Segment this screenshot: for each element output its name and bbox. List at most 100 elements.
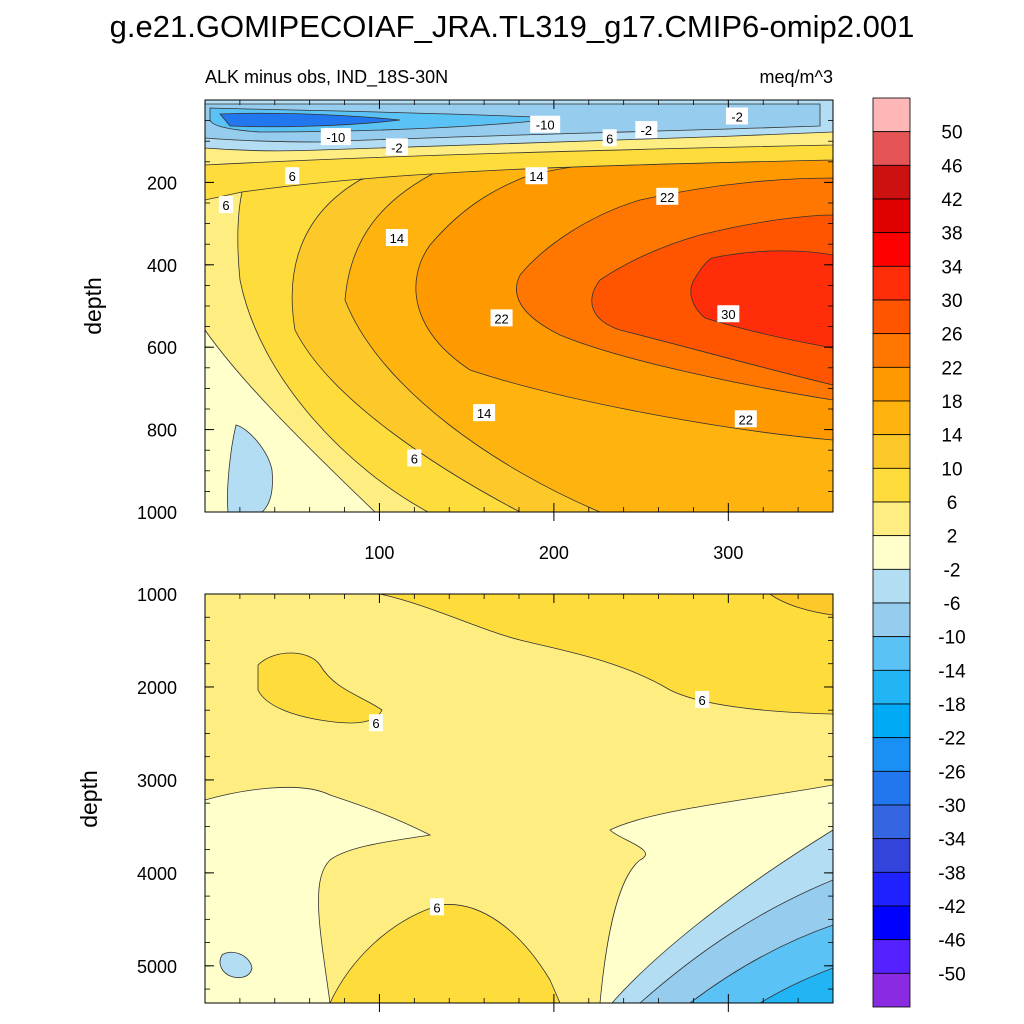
- field-bot-small-blob: [219, 951, 253, 979]
- contour-label-box: [734, 410, 757, 428]
- contour-label-text: 14: [390, 231, 404, 246]
- contour-label: 6: [218, 196, 233, 214]
- contour-label-text: 14: [477, 406, 491, 421]
- contour-label-box: [635, 121, 658, 139]
- colorbar-label: -18: [938, 695, 965, 716]
- field-bot-left-lowband: [205, 787, 432, 1003]
- contour-label-box: [490, 309, 513, 327]
- contour-label-box: [602, 129, 617, 147]
- contour-label-text: 6: [433, 900, 440, 915]
- contour-label-text: 6: [289, 169, 296, 184]
- field-bot-left-blob: [257, 652, 383, 724]
- colorbar-swatch: [872, 333, 911, 368]
- top-y-axis-label: depth: [80, 277, 106, 335]
- colorbar-swatch: [872, 804, 911, 840]
- colorbar-label: 22: [941, 358, 962, 379]
- colorbar-label: 10: [941, 459, 962, 480]
- colorbar-label: -26: [938, 762, 965, 783]
- top-panel-axes: 200 400 600 800 1000 100 200 300: [137, 99, 833, 563]
- field-top-neg-blob: [227, 424, 273, 512]
- contour-label-box: [717, 305, 740, 323]
- colorbar-label: 50: [941, 123, 962, 144]
- chart-subtitle-left: ALK minus obs, IND_18S-30N: [205, 67, 448, 88]
- colorbar-swatch: [872, 669, 911, 705]
- colorbar-swatch: [872, 265, 911, 301]
- bottom-panel-contour-field: [205, 594, 833, 1003]
- colorbar-label: 2: [947, 527, 958, 548]
- contour-label-box: [430, 898, 445, 916]
- colorbar-swatch: [872, 164, 911, 200]
- contour-label-text: 6: [411, 451, 418, 466]
- contour-label: 14: [473, 404, 496, 422]
- bottom-y-axis-label: depth: [76, 770, 102, 828]
- field-bot-upper-right: [379, 594, 833, 715]
- colorbar-label: -6: [944, 594, 961, 615]
- top-y-tick-label: 600: [147, 338, 177, 358]
- chart-title: g.e21.GOMIPECOIAF_JRA.TL319_g17.CMIP6-om…: [110, 9, 915, 44]
- colorbar-label: 34: [941, 257, 963, 278]
- colorbar-label: -46: [938, 931, 965, 952]
- contour-label-box: [473, 404, 496, 422]
- colorbar-label: -34: [938, 830, 966, 851]
- colorbar-label: 18: [941, 392, 962, 413]
- contour-label: 14: [525, 167, 548, 185]
- contour-label-box: [695, 690, 710, 708]
- colorbar-swatch: [872, 972, 911, 1008]
- contour-labels: -10 -2 -10 6 -2 -2 6 6 14 14 22 22 30 14 22 6 6 6 6: [218, 107, 757, 916]
- x-tick-label: 200: [539, 543, 569, 563]
- contour-label-box: [385, 229, 408, 247]
- contour-label: 22: [656, 187, 679, 205]
- contour-label-text: -10: [326, 130, 345, 145]
- colorbar-swatch: [872, 703, 911, 739]
- field-top-30plus: [690, 250, 833, 349]
- colorbar-label: 14: [941, 426, 963, 447]
- colorbar-label: -50: [938, 964, 965, 985]
- contour-label: 14: [385, 229, 408, 247]
- contour-label-box: [368, 714, 383, 732]
- contour-label-text: 6: [222, 198, 229, 213]
- top-y-tick-label: 400: [147, 256, 177, 276]
- contour-label-text: 22: [494, 311, 508, 326]
- colorbar-swatch: [872, 737, 911, 772]
- contour-label-text: 30: [721, 307, 735, 322]
- contour-label-box: [285, 167, 300, 185]
- colorbar-label: -2: [944, 560, 961, 581]
- contour-label: 22: [490, 309, 513, 327]
- contour-label: -10: [320, 128, 351, 146]
- colorbar-swatch: [872, 198, 911, 234]
- contour-label: 6: [285, 167, 300, 185]
- top-y-tick-label: 1000: [137, 503, 177, 523]
- colorbar-label: -42: [938, 897, 965, 918]
- colorbar-swatch: [872, 770, 911, 806]
- contour-label-text: -2: [391, 140, 403, 155]
- colorbar-swatch: [872, 905, 911, 941]
- contour-label-text: -10: [536, 118, 555, 133]
- colorbar-label: 6: [947, 493, 958, 514]
- contour-label: -2: [726, 107, 749, 125]
- contour-label: 6: [430, 898, 445, 916]
- contour-label-box: [385, 138, 408, 156]
- colorbar-swatch: [872, 838, 911, 873]
- colorbar-swatch: [872, 232, 911, 267]
- colorbar-label: -10: [938, 628, 965, 649]
- colorbar-swatch: [872, 366, 911, 402]
- bottom-y-tick-label: 4000: [137, 864, 177, 884]
- contour-label-text: 6: [372, 716, 379, 731]
- contour-label-text: 6: [699, 693, 706, 708]
- contour-label-box: [407, 449, 422, 467]
- colorbar-label: 26: [941, 325, 962, 346]
- contour-label: 6: [695, 690, 710, 708]
- contour-label: 6: [407, 449, 422, 467]
- colorbar-label: -38: [938, 863, 965, 884]
- colorbar-label: -30: [938, 796, 965, 817]
- colorbar-swatch: [872, 467, 911, 503]
- colorbar-label: 42: [941, 190, 962, 211]
- contour-label-box: [320, 128, 351, 146]
- colorbar-swatch: [872, 97, 911, 133]
- colorbar-label: 30: [941, 291, 962, 312]
- colorbar-swatch: [872, 434, 911, 469]
- field-top-surface-neg4: [219, 112, 401, 128]
- colorbar-swatch: [872, 131, 911, 166]
- contour-label: -2: [635, 121, 658, 139]
- contour-label-box: [656, 187, 679, 205]
